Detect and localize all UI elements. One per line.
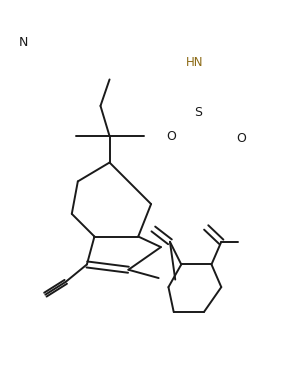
- Text: O: O: [236, 132, 246, 145]
- Text: O: O: [166, 131, 176, 144]
- Text: S: S: [194, 107, 202, 120]
- Text: N: N: [18, 37, 28, 50]
- Text: HN: HN: [186, 56, 204, 68]
